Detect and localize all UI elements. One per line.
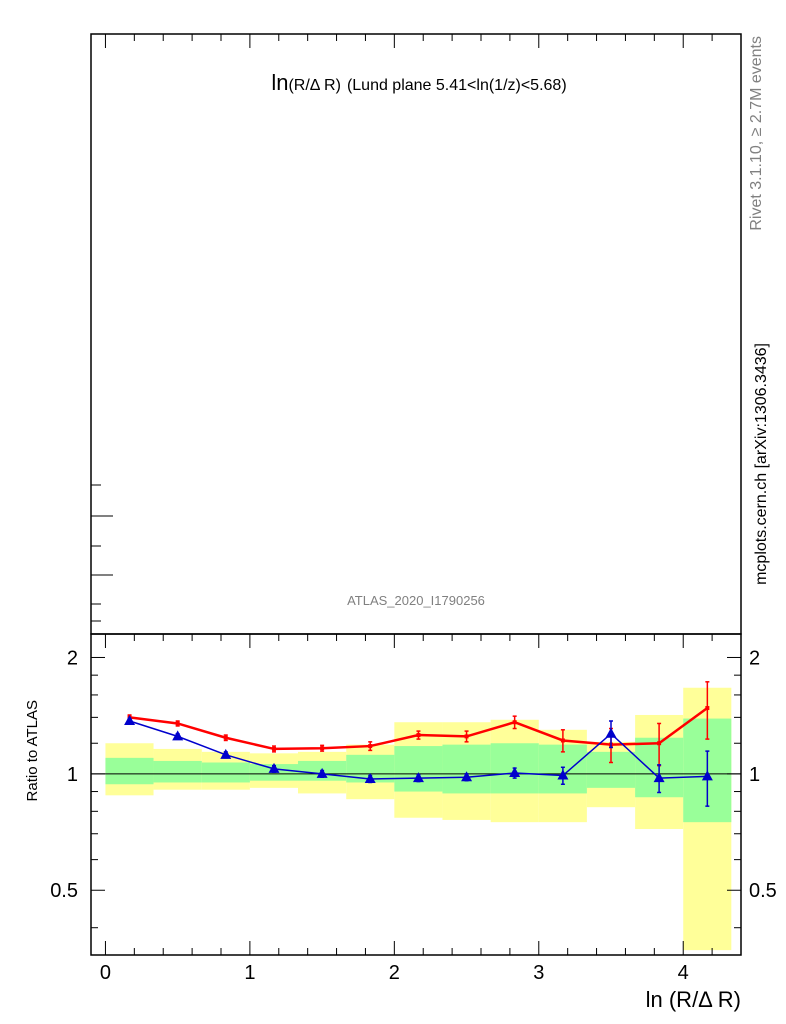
- series-2-point: [461, 771, 473, 782]
- mcplots-credit-text: mcplots.cern.ch [arXiv:1306.3436]: [753, 343, 770, 585]
- series-1-point: [320, 746, 325, 751]
- x-tick-label: 4: [678, 962, 689, 984]
- series-2-point: [124, 714, 136, 725]
- y-tick-labels: 0.5 0.5 1 1 2 2: [50, 647, 777, 902]
- series-1-point: [657, 741, 662, 746]
- ratio-axis-ticks: [91, 634, 742, 955]
- series-1-point: [416, 733, 421, 738]
- y-tick-label-left: 0.5: [50, 880, 78, 902]
- x-tick-labels: 0 1 2 3 4: [100, 962, 689, 984]
- title-main: (R/Δ R): [288, 77, 340, 94]
- series-2-point: [268, 762, 280, 773]
- y-axis-label: Ratio to ATLAS: [24, 700, 41, 801]
- series-2-point: [172, 730, 184, 741]
- series-1-point: [272, 746, 277, 751]
- rivet-version-text: Rivet 3.1.10, ≥ 2.7M events: [748, 36, 765, 231]
- x-axis-label: ln (R/Δ R): [646, 987, 741, 1012]
- ratio-bands: [105, 687, 732, 951]
- series-2-point: [605, 727, 617, 738]
- series-2-point: [316, 767, 328, 778]
- y-tick-label-right: 0.5: [749, 880, 777, 902]
- series-2-point: [557, 769, 569, 780]
- x-tick-label: 1: [244, 962, 255, 984]
- inner-band-bin: [394, 746, 443, 792]
- series-1-point: [512, 720, 517, 725]
- title-prefix: ln: [271, 70, 288, 95]
- inner-band-bin: [442, 744, 491, 794]
- main-panel-ticks: [91, 34, 742, 622]
- series-1-point: [464, 734, 469, 739]
- series-2-point: [653, 772, 665, 783]
- series-2-point: [220, 748, 232, 759]
- series-1-point: [560, 738, 565, 743]
- inner-band-bin: [153, 760, 202, 783]
- series-1-point: [175, 721, 180, 726]
- y-tick-label-left: 2: [67, 647, 78, 669]
- analysis-watermark: ATLAS_2020_I1790256: [347, 593, 485, 608]
- series-2-point: [701, 770, 713, 781]
- ratio-panel-frame: [90, 633, 742, 956]
- title-suffix: (Lund plane 5.41<ln(1/z)<5.68): [347, 77, 567, 94]
- series-2-point: [412, 772, 424, 783]
- chart-title: ln(R/Δ R) (Lund plane 5.41<ln(1/z)<5.68): [271, 70, 566, 95]
- x-tick-label: 0: [100, 962, 111, 984]
- series-1-point: [368, 744, 373, 749]
- main-panel-frame: [90, 33, 742, 635]
- inner-band-bin: [105, 757, 154, 785]
- series-1-point: [705, 706, 710, 711]
- inner-band-bin: [201, 762, 250, 783]
- x-tick-label: 3: [533, 962, 544, 984]
- y-tick-label-left: 1: [67, 764, 78, 786]
- y-tick-label-right: 2: [749, 647, 760, 669]
- y-tick-label-right: 1: [749, 764, 760, 786]
- series-2-point: [509, 767, 521, 778]
- x-tick-label: 2: [389, 962, 400, 984]
- series-2-point: [364, 772, 376, 783]
- ratio-series: [124, 681, 713, 807]
- series-1-point: [223, 735, 228, 740]
